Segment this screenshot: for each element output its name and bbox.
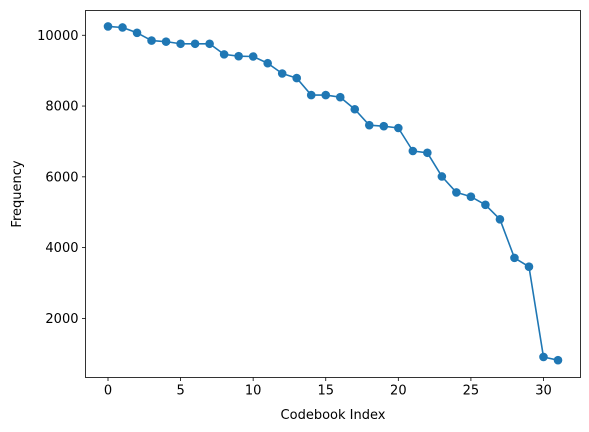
y-tick-label: 8000 xyxy=(45,100,78,115)
data-point xyxy=(350,104,360,114)
data-point xyxy=(263,58,272,68)
x-axis-ticks: 0 5 10 15 20 25 30 xyxy=(104,377,552,399)
data-point xyxy=(190,39,200,49)
data-point xyxy=(437,172,447,181)
data-point xyxy=(394,123,403,133)
data-point xyxy=(423,148,432,158)
data-point xyxy=(510,253,519,263)
data-point xyxy=(452,188,461,197)
x-tick-label: 30 xyxy=(535,384,552,399)
data-point xyxy=(321,90,331,100)
x-tick-label: 0 xyxy=(104,384,112,399)
data-point xyxy=(306,90,316,100)
data-point xyxy=(118,23,127,32)
data-point xyxy=(292,73,302,83)
data-point xyxy=(466,192,476,201)
data-point xyxy=(176,39,185,49)
data-point xyxy=(161,37,171,46)
data-point xyxy=(364,120,374,130)
data-point xyxy=(277,69,287,78)
x-tick-label: 10 xyxy=(245,384,262,399)
y-tick-label: 2000 xyxy=(45,312,78,327)
y-tick-label: 4000 xyxy=(45,241,78,256)
data-point xyxy=(248,52,258,61)
y-tick-label: 10000 xyxy=(37,29,78,44)
data-point xyxy=(234,51,243,61)
data-point xyxy=(553,355,563,365)
data-point xyxy=(335,92,345,102)
data-point xyxy=(103,22,113,31)
data-point xyxy=(481,200,490,210)
plot-frame xyxy=(85,10,581,378)
series-layer xyxy=(103,22,563,365)
x-tick-label: 5 xyxy=(176,384,184,399)
data-point xyxy=(379,121,389,131)
y-axis-title: Frequency xyxy=(10,160,25,227)
data-point xyxy=(524,262,534,272)
y-axis-ticks: 2000 4000 6000 8000 10000 xyxy=(37,29,86,327)
x-axis-title: Codebook Index xyxy=(281,408,386,423)
x-tick-label: 15 xyxy=(317,384,334,399)
x-tick-label: 20 xyxy=(390,384,407,399)
data-point xyxy=(495,215,505,224)
series-line xyxy=(107,25,559,361)
data-point xyxy=(539,352,548,362)
y-tick-label: 6000 xyxy=(45,170,78,185)
data-point xyxy=(205,39,214,49)
data-point xyxy=(132,28,142,38)
data-point xyxy=(408,146,418,156)
data-point xyxy=(219,50,229,59)
x-tick-label: 25 xyxy=(463,384,480,399)
data-point xyxy=(147,36,156,45)
